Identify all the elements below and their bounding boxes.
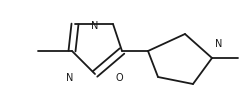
Text: N: N [215,39,222,49]
Text: N: N [66,73,73,83]
Text: N: N [91,21,99,31]
Text: O: O [115,73,122,83]
